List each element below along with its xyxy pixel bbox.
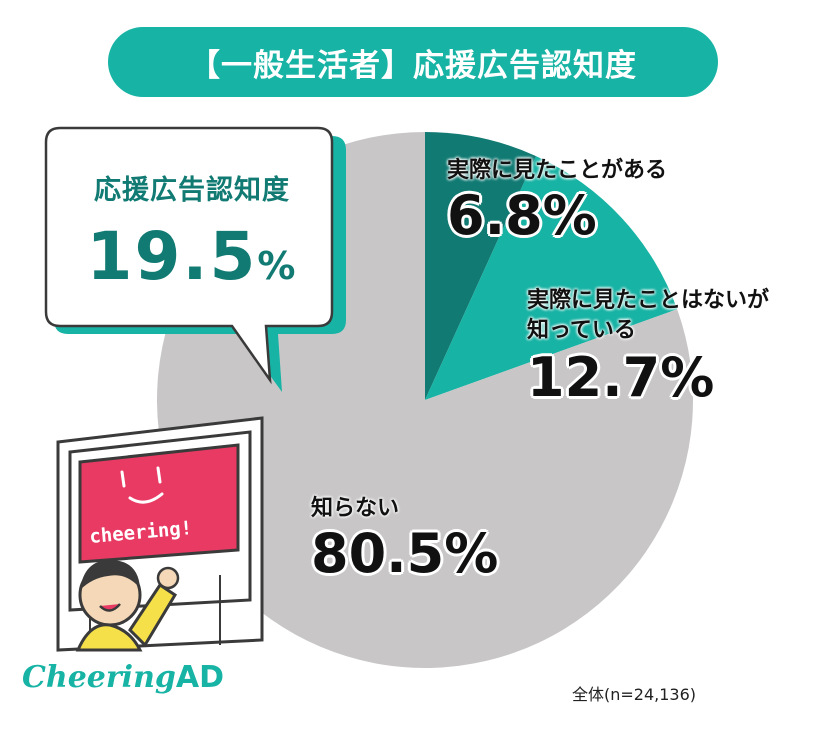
speech-bubble (44, 126, 346, 392)
cheering-ad-logo: CheeringAD (22, 660, 224, 695)
billboard-screen (78, 443, 240, 564)
pie-slice-seen (425, 132, 537, 400)
slice-label-seen: 実際に見たことがある 6.8% (447, 158, 668, 247)
pie-slice-aware (425, 156, 678, 400)
sample-size-note: 全体(n=24,136) (572, 685, 697, 704)
chart-title: 【一般生活者】応援広告認知度 (108, 27, 718, 97)
cheering-illustration: cheering! (56, 416, 264, 652)
slice-label-aware: 実際に見たことはないが 知っている 12.7% (527, 288, 770, 409)
bubble-value: 19.5% (86, 218, 298, 295)
slice-label-unaware: 知らない 80.5% (311, 496, 499, 585)
bubble-title: 応援広告認知度 (94, 175, 290, 206)
